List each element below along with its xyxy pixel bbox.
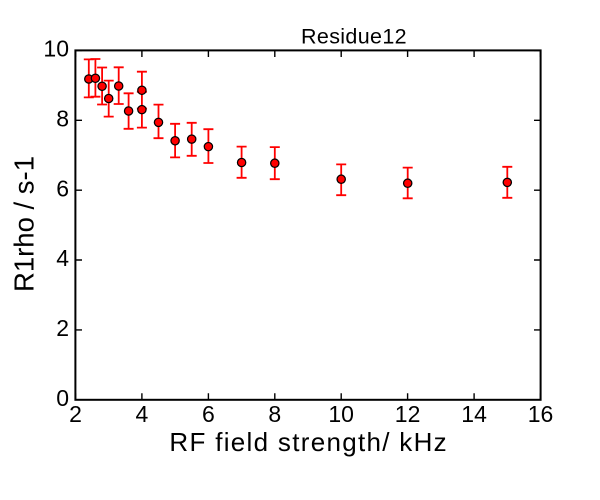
svg-text:6: 6 [56, 175, 69, 201]
svg-text:2: 2 [69, 401, 82, 427]
svg-text:8: 8 [268, 401, 281, 427]
svg-text:16: 16 [528, 401, 554, 427]
svg-text:RF field strength/ kHz: RF field strength/ kHz [169, 427, 448, 457]
svg-text:0: 0 [56, 385, 69, 411]
svg-text:4: 4 [136, 401, 149, 427]
svg-text:2: 2 [56, 315, 69, 341]
svg-text:10: 10 [328, 401, 354, 427]
svg-text:10: 10 [43, 36, 69, 62]
svg-text:4: 4 [56, 245, 69, 271]
svg-text:6: 6 [202, 401, 215, 427]
svg-text:14: 14 [461, 401, 487, 427]
svg-text:R1rho / s-1: R1rho / s-1 [9, 156, 40, 292]
svg-text:12: 12 [395, 401, 421, 427]
svg-text:Residue12: Residue12 [301, 25, 407, 49]
svg-text:8: 8 [56, 105, 69, 131]
